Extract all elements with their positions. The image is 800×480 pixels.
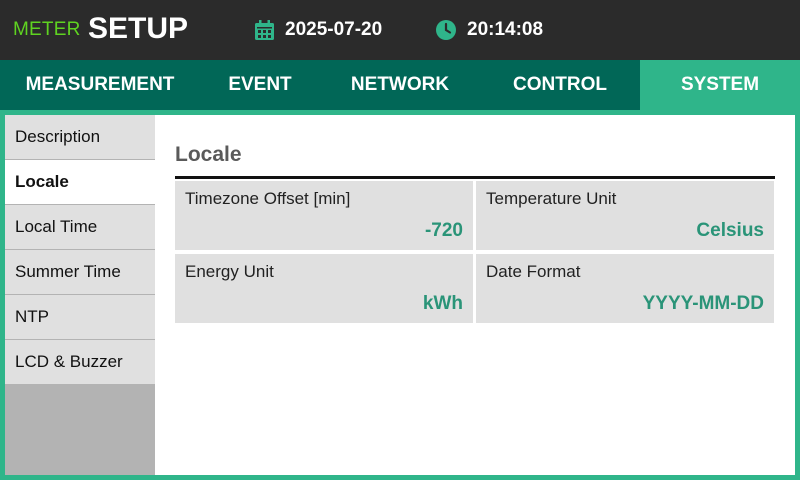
field-label: Timezone Offset [min] [185, 189, 351, 208]
sidebar-item-label: NTP [15, 307, 49, 326]
field-label: Energy Unit [185, 262, 274, 281]
tab-label: CONTROL [513, 74, 607, 95]
tab-network[interactable]: NETWORK [320, 60, 480, 110]
tab-control[interactable]: CONTROL [480, 60, 640, 110]
tab-label: SYSTEM [680, 74, 760, 95]
date-format-field[interactable]: Date Format YYYY-MM-DD [476, 254, 774, 323]
tab-system[interactable]: SYSTEM [640, 60, 800, 110]
tab-label: EVENT [228, 74, 292, 95]
page-title: SETUP [88, 12, 189, 45]
section-title: Locale [175, 143, 242, 166]
temperature-unit-field[interactable]: Temperature Unit Celsius [476, 181, 774, 250]
field-label: Date Format [486, 262, 581, 281]
timezone-offset-field[interactable]: Timezone Offset [min] -720 [175, 181, 473, 250]
section-divider [175, 176, 775, 179]
sidebar-item-label: Summer Time [15, 262, 121, 281]
field-value: Celsius [696, 220, 764, 241]
tab-label: MEASUREMENT [25, 74, 175, 95]
field-value: YYYY-MM-DD [642, 293, 764, 314]
field-label: Temperature Unit [486, 189, 617, 208]
tab-label: NETWORK [350, 74, 450, 95]
content-frame: Description Locale Local Time Summer Tim… [5, 115, 795, 475]
sidebar-item-ntp[interactable]: NTP [5, 295, 155, 339]
sidebar-item-description[interactable]: Description [5, 115, 155, 159]
calendar-icon [255, 20, 274, 40]
locale-panel: Locale Timezone Offset [min] -720 Temper… [155, 115, 795, 475]
sidebar-item-local-time[interactable]: Local Time [5, 205, 155, 249]
energy-unit-field[interactable]: Energy Unit kWh [175, 254, 473, 323]
current-time: 20:14:08 [467, 19, 544, 40]
sidebar-item-summer-time[interactable]: Summer Time [5, 250, 155, 294]
sidebar-item-label: Local Time [15, 217, 98, 236]
sidebar: Description Locale Local Time Summer Tim… [5, 115, 155, 475]
tab-event[interactable]: EVENT [200, 60, 320, 110]
current-date: 2025-07-20 [285, 19, 383, 40]
sidebar-item-label: Locale [15, 172, 69, 191]
field-value: kWh [422, 293, 463, 314]
sidebar-item-label: Description [15, 127, 101, 146]
brand-meter-label: METER [13, 19, 81, 40]
app-header: METER SETUP 2025-07-20 20:14:08 [0, 0, 800, 60]
field-value: -720 [424, 220, 463, 241]
sidebar-item-lcd-buzzer[interactable]: LCD & Buzzer [5, 340, 155, 384]
clock-icon [436, 20, 456, 40]
sidebar-item-label: LCD & Buzzer [15, 352, 123, 371]
main-tab-bar: MEASUREMENT EVENT NETWORK CONTROL SYSTEM [0, 60, 800, 110]
tab-measurement[interactable]: MEASUREMENT [0, 60, 200, 110]
sidebar-item-locale[interactable]: Locale [5, 160, 155, 204]
